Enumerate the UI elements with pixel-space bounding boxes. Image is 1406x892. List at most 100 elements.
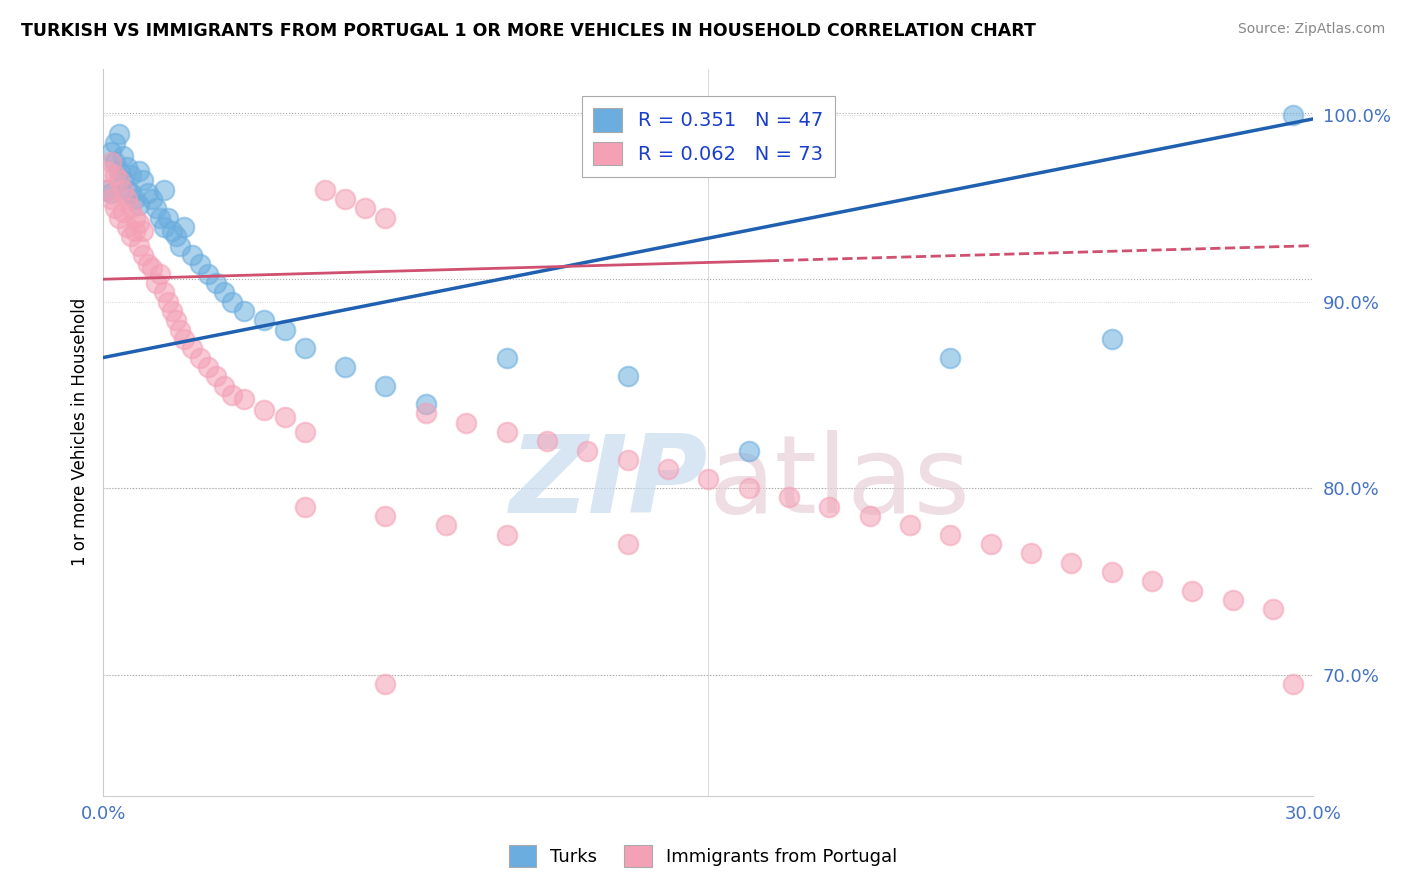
Point — [374, 211, 396, 225]
Point — [212, 285, 235, 300]
Point — [124, 211, 146, 225]
Point — [128, 216, 150, 230]
Point — [112, 205, 135, 219]
Point — [495, 527, 517, 541]
Point — [1261, 602, 1284, 616]
Point — [100, 186, 122, 201]
Point — [165, 313, 187, 327]
Point — [128, 238, 150, 252]
Point — [1140, 574, 1163, 589]
Point — [108, 127, 131, 141]
Point — [697, 472, 720, 486]
Point — [104, 136, 127, 150]
Point — [108, 164, 131, 178]
Point — [112, 173, 135, 187]
Point — [197, 359, 219, 374]
Point — [120, 186, 142, 201]
Point — [374, 509, 396, 524]
Point — [169, 322, 191, 336]
Point — [737, 481, 759, 495]
Point — [778, 491, 800, 505]
Point — [141, 192, 163, 206]
Point — [737, 443, 759, 458]
Point — [273, 410, 295, 425]
Point — [415, 407, 437, 421]
Point — [145, 202, 167, 216]
Point — [253, 402, 276, 417]
Point — [173, 332, 195, 346]
Point — [108, 211, 131, 225]
Point — [136, 257, 159, 271]
Point — [112, 183, 135, 197]
Point — [188, 351, 211, 365]
Point — [165, 229, 187, 244]
Point — [160, 304, 183, 318]
Point — [898, 518, 921, 533]
Point — [117, 183, 139, 197]
Point — [273, 322, 295, 336]
Point — [374, 677, 396, 691]
Point — [117, 220, 139, 235]
Point — [145, 276, 167, 290]
Point — [117, 161, 139, 175]
Point — [1101, 332, 1123, 346]
Point — [100, 192, 122, 206]
Point — [104, 154, 127, 169]
Point — [1019, 546, 1042, 560]
Point — [221, 388, 243, 402]
Point — [141, 260, 163, 275]
Point — [1282, 108, 1305, 122]
Legend: Turks, Immigrants from Portugal: Turks, Immigrants from Portugal — [502, 838, 904, 874]
Point — [212, 378, 235, 392]
Text: Source: ZipAtlas.com: Source: ZipAtlas.com — [1237, 22, 1385, 37]
Point — [1060, 556, 1083, 570]
Point — [253, 313, 276, 327]
Point — [333, 359, 356, 374]
Point — [149, 211, 172, 225]
Point — [96, 183, 118, 197]
Point — [939, 527, 962, 541]
Point — [434, 518, 457, 533]
Point — [1101, 565, 1123, 579]
Point — [221, 294, 243, 309]
Point — [96, 164, 118, 178]
Point — [1282, 677, 1305, 691]
Point — [104, 168, 127, 182]
Point — [495, 425, 517, 439]
Point — [616, 537, 638, 551]
Point — [120, 229, 142, 244]
Point — [233, 392, 256, 406]
Point — [124, 192, 146, 206]
Point — [132, 224, 155, 238]
Point — [120, 168, 142, 182]
Y-axis label: 1 or more Vehicles in Household: 1 or more Vehicles in Household — [72, 298, 89, 566]
Point — [100, 154, 122, 169]
Point — [456, 416, 478, 430]
Point — [818, 500, 841, 514]
Point — [188, 257, 211, 271]
Text: atlas: atlas — [709, 430, 970, 536]
Point — [980, 537, 1002, 551]
Point — [132, 248, 155, 262]
Point — [152, 183, 174, 197]
Point — [495, 351, 517, 365]
Point — [128, 197, 150, 211]
Text: ZIP: ZIP — [510, 430, 709, 536]
Point — [160, 224, 183, 238]
Point — [104, 202, 127, 216]
Point — [117, 192, 139, 206]
Point — [100, 145, 122, 160]
Point — [152, 285, 174, 300]
Point — [112, 149, 135, 163]
Point — [132, 173, 155, 187]
Point — [314, 183, 336, 197]
Point — [156, 294, 179, 309]
Point — [233, 304, 256, 318]
Legend: R = 0.351   N = 47, R = 0.062   N = 73: R = 0.351 N = 47, R = 0.062 N = 73 — [582, 96, 835, 177]
Point — [173, 220, 195, 235]
Point — [415, 397, 437, 411]
Point — [124, 224, 146, 238]
Point — [205, 369, 228, 384]
Point — [536, 434, 558, 449]
Point — [156, 211, 179, 225]
